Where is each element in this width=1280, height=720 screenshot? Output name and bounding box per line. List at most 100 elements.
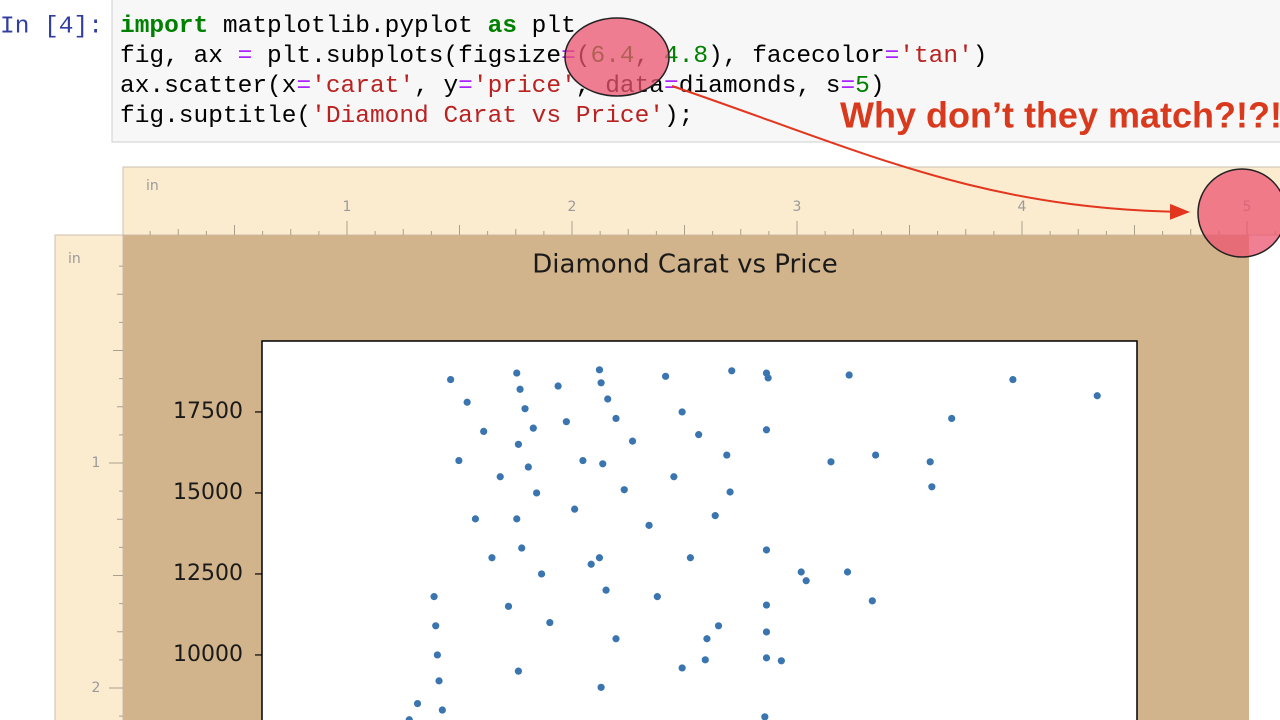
point xyxy=(604,395,612,403)
code-token: diamonds, s xyxy=(679,73,841,100)
point xyxy=(762,654,771,662)
code-token: 4.8 xyxy=(664,43,708,70)
code-lines: import matplotlib.pyplot as plt fig, ax =… xyxy=(120,13,987,130)
code-line: import matplotlib.pyplot as plt xyxy=(120,13,576,40)
point xyxy=(868,597,876,605)
ruler-label: 2 xyxy=(568,199,577,215)
point xyxy=(762,628,771,636)
highlight-circle xyxy=(1197,168,1280,258)
ruler-label: 3 xyxy=(793,199,802,215)
point xyxy=(612,635,620,643)
point xyxy=(514,440,523,448)
point xyxy=(926,458,934,466)
ruler-label: 4 xyxy=(1018,199,1027,215)
code-token: 'carat' xyxy=(311,73,414,100)
y-tick-label: 12500 xyxy=(173,561,243,586)
cell-prompt: In [4]: xyxy=(0,13,103,40)
code-token: as xyxy=(488,13,517,40)
point xyxy=(413,699,422,708)
code-token: 'Diamond Carat vs Price' xyxy=(311,103,664,130)
point xyxy=(599,460,607,468)
point xyxy=(686,554,695,562)
point xyxy=(597,379,605,387)
code-token: fig.suptitle( xyxy=(120,103,311,130)
code-token: 5 xyxy=(855,73,870,100)
point xyxy=(496,473,504,481)
point xyxy=(597,683,605,691)
point xyxy=(488,554,496,562)
code-cell[interactable] xyxy=(111,0,1280,143)
point xyxy=(435,677,443,685)
point xyxy=(845,371,853,379)
point xyxy=(645,521,653,529)
point xyxy=(761,713,769,720)
point xyxy=(533,489,541,497)
point xyxy=(777,657,785,665)
code-token: fig, ax xyxy=(120,43,238,70)
point xyxy=(762,601,771,609)
point xyxy=(480,427,488,435)
point xyxy=(695,431,703,439)
point xyxy=(455,456,463,465)
ruler-unit: in xyxy=(68,251,81,267)
highlight-circle xyxy=(564,17,670,97)
point xyxy=(670,473,678,481)
point xyxy=(405,716,413,720)
chart-title: Diamond Carat vs Price xyxy=(532,250,837,280)
point xyxy=(762,546,771,554)
point xyxy=(513,515,521,523)
point xyxy=(723,451,731,459)
code-token: = xyxy=(664,73,679,100)
code-token: ax.scatter(x xyxy=(120,73,296,100)
point xyxy=(602,586,610,594)
ruler-ticks: 12 xyxy=(92,265,123,717)
point xyxy=(1093,392,1101,400)
point xyxy=(678,408,686,416)
y-tick-label: 10000 xyxy=(173,642,243,667)
point xyxy=(1009,375,1017,384)
point xyxy=(764,374,772,382)
plot: 10000 12500 15000 17500 xyxy=(173,366,1101,720)
point xyxy=(433,651,441,659)
point xyxy=(827,458,835,466)
point xyxy=(714,622,723,630)
arrow xyxy=(671,85,1190,220)
point xyxy=(504,602,513,610)
point xyxy=(711,512,719,520)
point xyxy=(802,577,810,585)
point xyxy=(678,664,686,672)
point xyxy=(463,398,471,406)
ruler-label: 1 xyxy=(343,199,352,215)
code-token: = xyxy=(458,73,473,100)
code-token: 'price' xyxy=(473,73,576,100)
code-token: = xyxy=(840,73,855,100)
code-token: = xyxy=(238,43,253,70)
point xyxy=(620,486,628,494)
point xyxy=(516,385,524,393)
point xyxy=(701,656,709,664)
point xyxy=(438,706,446,714)
point xyxy=(948,414,956,423)
point xyxy=(797,568,805,576)
point xyxy=(661,372,670,380)
point xyxy=(612,414,620,423)
code-token: ), facecolor xyxy=(708,43,884,70)
code-token: plt xyxy=(517,13,576,40)
point xyxy=(521,405,529,413)
point xyxy=(432,622,440,630)
point xyxy=(554,382,562,390)
point xyxy=(571,505,579,513)
point xyxy=(537,570,546,578)
point xyxy=(728,367,736,375)
point xyxy=(518,544,526,552)
point xyxy=(872,451,880,459)
code-line: ax.scatter(x='carat', y='price', data=di… xyxy=(120,73,885,100)
code-token: ) xyxy=(973,43,988,70)
point xyxy=(587,560,595,568)
point xyxy=(653,593,661,601)
points xyxy=(405,366,1101,720)
point xyxy=(928,483,936,491)
code-token: matplotlib.pyplot xyxy=(208,13,487,40)
